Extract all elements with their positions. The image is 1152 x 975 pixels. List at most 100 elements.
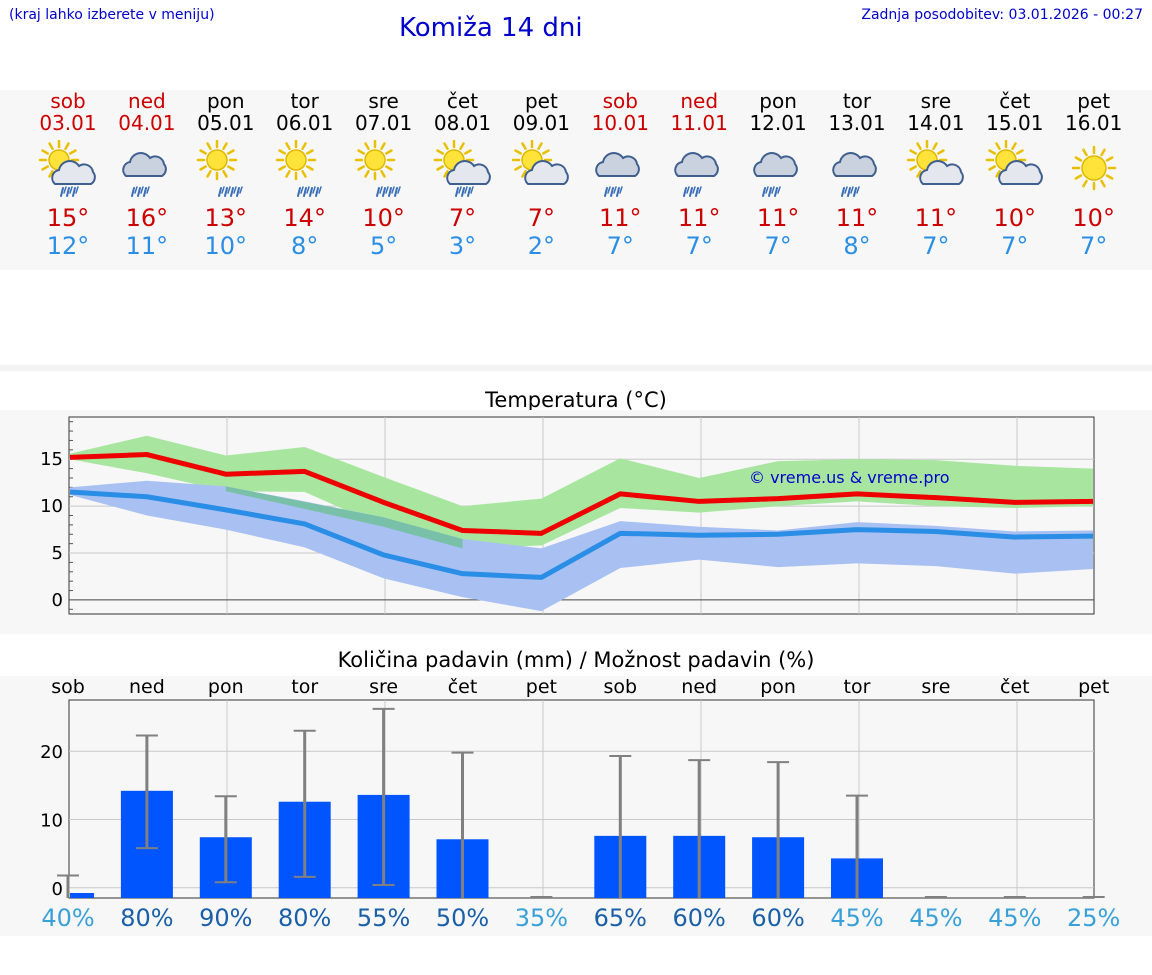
day-date: 14.01 xyxy=(907,111,965,135)
temp-min: 2° xyxy=(527,232,556,260)
sun-cloud-icon xyxy=(906,140,964,185)
day-date: 11.01 xyxy=(670,111,728,135)
temp-max: 10° xyxy=(993,204,1037,232)
cloud-rain-icon xyxy=(674,152,720,197)
x-day-label: pon xyxy=(208,676,244,698)
temp-min: 7° xyxy=(764,232,792,260)
day-name: tor xyxy=(290,89,319,113)
sun-icon xyxy=(1071,145,1116,191)
sun-cloud-rain-icon xyxy=(38,140,96,197)
day-date: 12.01 xyxy=(749,111,807,135)
day-column: pet 16.01 10° 7° xyxy=(1049,90,1139,260)
temp-min: 7° xyxy=(606,232,634,260)
x-day-label: čet xyxy=(448,676,478,698)
precip-probability: 65% xyxy=(594,904,647,932)
day-name: pon xyxy=(759,89,797,113)
temp-min: 7° xyxy=(685,232,713,260)
temp-max: 7° xyxy=(527,204,556,232)
max-temp-range-band xyxy=(70,435,1093,549)
range-overlap-band xyxy=(225,486,463,549)
x-day-label: ned xyxy=(129,676,165,698)
day-name: tor xyxy=(842,89,872,113)
day-date: 13.01 xyxy=(828,111,886,135)
temp-max: 7° xyxy=(448,204,477,232)
day-date: 15.01 xyxy=(986,111,1044,135)
day-name: sre xyxy=(368,89,399,113)
day-column: pet 09.01 7° 2° xyxy=(496,90,586,260)
x-day-label: sob xyxy=(51,676,85,698)
day-name: čet xyxy=(999,89,1031,113)
temp-max: 11° xyxy=(756,204,800,232)
precip-probability: 45% xyxy=(988,904,1041,932)
page-title: Komiža 14 dni xyxy=(399,13,583,43)
precip-probability: 50% xyxy=(436,904,489,932)
temp-max: 13° xyxy=(204,204,248,232)
precip-chart-title: Količina padavin (mm) / Možnost padavin … xyxy=(337,648,815,672)
temp-min: 12° xyxy=(46,232,90,260)
sun-rain-icon xyxy=(275,140,322,197)
x-day-label: sre xyxy=(921,676,950,698)
day-name: pet xyxy=(524,89,558,113)
day-column: tor 06.01 14° 8° xyxy=(260,90,350,260)
day-column: ned 11.01 11° 7° xyxy=(654,90,744,260)
sun-cloud-rain-icon xyxy=(433,140,491,197)
day-name: sob xyxy=(50,89,86,113)
sun-cloud-icon xyxy=(512,140,570,185)
x-day-label: sre xyxy=(369,676,398,698)
y-tick-label: 20 xyxy=(40,742,63,763)
precip-probability: 80% xyxy=(120,904,173,932)
precip-probability: 80% xyxy=(278,904,331,932)
day-name: sob xyxy=(602,89,638,113)
temp-max: 14° xyxy=(283,204,326,232)
day-date: 05.01 xyxy=(197,111,255,135)
day-date: 03.01 xyxy=(39,111,97,135)
temp-max: 11° xyxy=(835,204,879,232)
x-day-label: tor xyxy=(844,676,871,698)
temp-min: 5° xyxy=(369,232,398,260)
day-column: čet 15.01 10° 7° xyxy=(970,90,1060,260)
precip-probability: 60% xyxy=(673,904,726,932)
day-name: sre xyxy=(920,89,952,113)
day-column: sob 03.01 15° 12° xyxy=(23,90,113,260)
day-date: 10.01 xyxy=(591,111,649,135)
day-date: 06.01 xyxy=(276,111,334,135)
day-date: 09.01 xyxy=(512,111,571,135)
x-day-label: pon xyxy=(760,676,796,698)
x-day-label: čet xyxy=(1000,676,1030,698)
temp-min: 7° xyxy=(922,232,950,260)
day-date: 04.01 xyxy=(118,111,176,135)
day-name: pet xyxy=(1077,89,1111,113)
temp-min: 11° xyxy=(125,232,169,260)
last-updated: Zadnja posodobitev: 03.01.2026 - 00:27 xyxy=(861,7,1143,23)
y-tick-label: 0 xyxy=(52,879,63,900)
y-tick-label: 10 xyxy=(40,810,63,831)
temp-max: 11° xyxy=(914,204,958,232)
temp-max: 10° xyxy=(1072,204,1115,232)
min-temp-line xyxy=(69,489,1094,580)
temp-min: 7° xyxy=(1001,232,1029,260)
day-column: pon 05.01 13° 10° xyxy=(181,90,271,260)
precip-probability: 55% xyxy=(357,904,410,932)
temp-max: 15° xyxy=(46,204,90,232)
temp-chart-title: Temperatura (°C) xyxy=(485,388,667,412)
day-column: sre 14.01 11° 7° xyxy=(891,90,981,260)
y-tick-label: 0 xyxy=(52,590,63,611)
temp-min: 10° xyxy=(204,232,248,260)
precip-bar xyxy=(70,893,94,898)
day-date: 16.01 xyxy=(1065,111,1123,135)
day-date: 07.01 xyxy=(354,111,413,135)
precip-probability: 25% xyxy=(1067,904,1120,932)
y-tick-label: 5 xyxy=(52,543,63,564)
divider xyxy=(0,365,1152,371)
day-name: ned xyxy=(680,89,719,113)
y-tick-label: 15 xyxy=(40,449,63,470)
copyright: © vreme.us & vreme.pro xyxy=(749,468,950,487)
x-day-label: tor xyxy=(291,676,318,698)
temp-max: 11° xyxy=(599,204,642,232)
day-name: ned xyxy=(128,89,166,113)
day-name: čet xyxy=(446,89,479,113)
temp-max: 16° xyxy=(125,204,169,232)
sun-cloud-icon xyxy=(985,140,1043,185)
